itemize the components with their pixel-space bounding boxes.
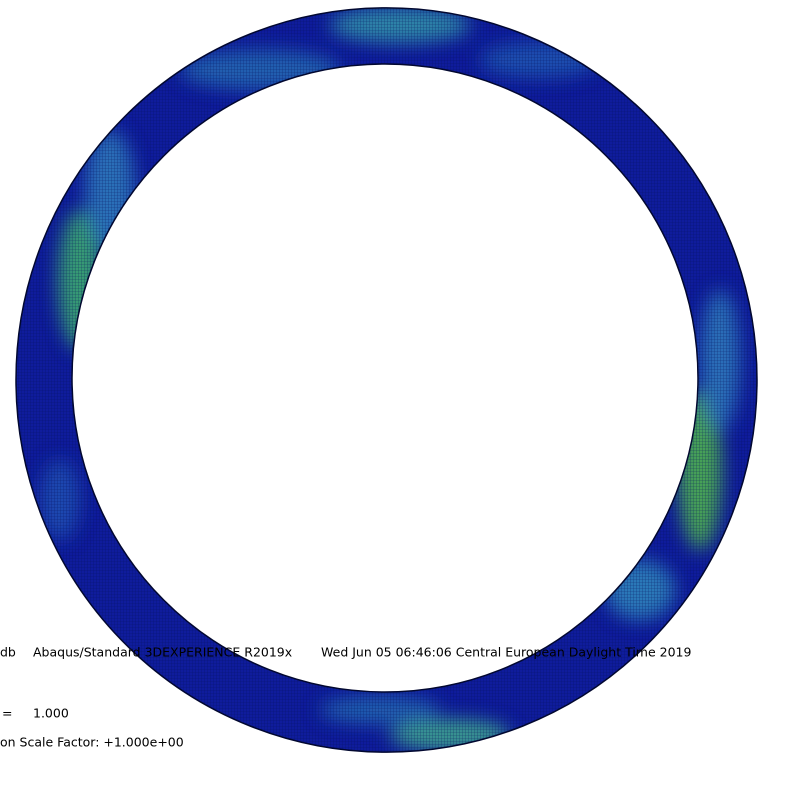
solver-version: Abaqus/Standard 3DEXPERIENCE R2019x bbox=[33, 645, 292, 660]
timestamp: Wed Jun 05 06:46:06 Central European Day… bbox=[321, 645, 692, 660]
step-time-label: = bbox=[2, 706, 12, 721]
deformation-scale: on Scale Factor: +1.000e+00 bbox=[0, 735, 184, 750]
odb-name: db bbox=[0, 645, 16, 660]
step-time-value: 1.000 bbox=[33, 706, 69, 721]
